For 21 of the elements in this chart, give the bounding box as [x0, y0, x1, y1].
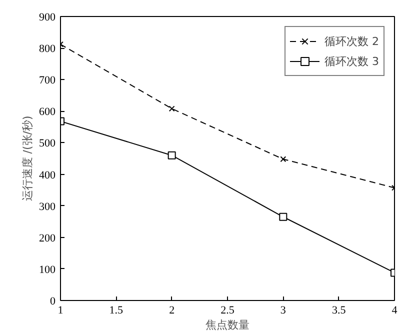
legend-label: 循环次数 3 [324, 54, 379, 68]
y-tick-label: 200 [39, 232, 56, 244]
y-tick-label: 900 [39, 12, 56, 24]
legend-label: 循环次数 2 [324, 34, 379, 48]
y-tick-label: 700 [39, 74, 56, 87]
y-tick-label: 100 [39, 264, 56, 276]
x-tick-label: 2.5 [220, 304, 235, 316]
y-axis-title: 运行速度 /(张/秒) [21, 116, 34, 202]
x-tick-label: 3.5 [332, 304, 346, 316]
y-tick-label: 600 [39, 106, 56, 118]
x-tick-label: 1.5 [109, 304, 124, 316]
x-tick-label: 4 [392, 304, 398, 316]
y-tick-label: 300 [39, 200, 56, 213]
x-axis-title: 焦点数量 [206, 318, 250, 332]
x-tick-label: 3 [280, 304, 286, 316]
y-tick-label: 500 [39, 138, 56, 150]
x-tick-label: 1 [58, 304, 64, 316]
y-tick-label: 800 [39, 43, 56, 56]
y-tick-label: 400 [39, 169, 56, 182]
x-tick-label: 2 [169, 304, 175, 316]
y-tick-label: 0 [50, 296, 56, 308]
